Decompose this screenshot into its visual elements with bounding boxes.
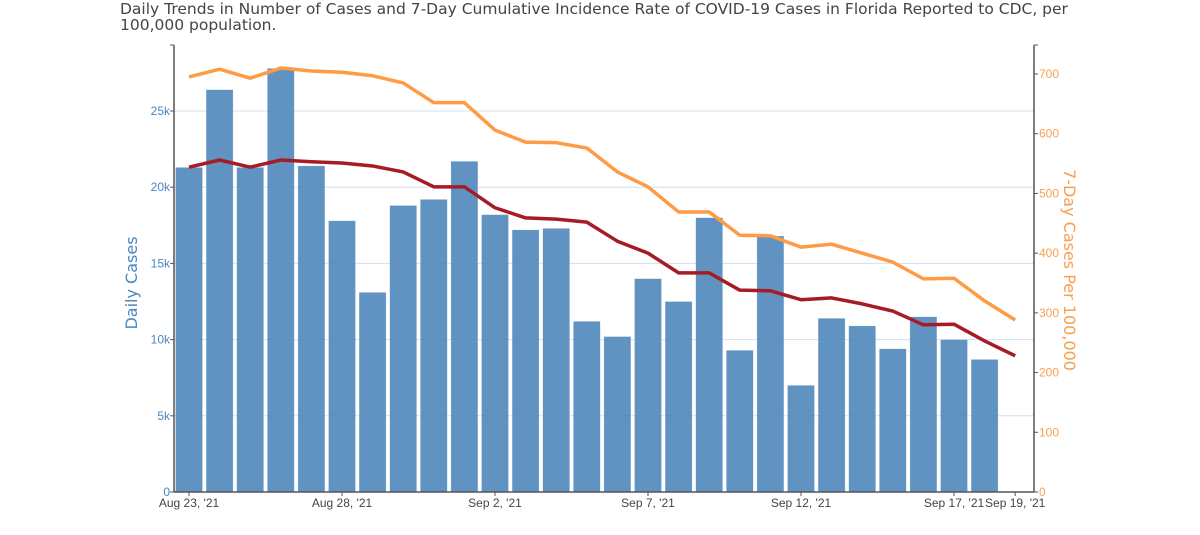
x-tick-label: Aug 28, '21 — [312, 496, 373, 510]
axes: 0 5k 10k 15k 20k 25k 0 100 200 300 400 500 600 700 Aug… — [151, 44, 1059, 510]
bar — [542, 228, 570, 493]
bar — [695, 217, 723, 493]
bar — [481, 214, 509, 493]
y-tick-label: 5k — [157, 409, 171, 423]
bar — [267, 68, 295, 493]
x-tick-label: Sep 12, '21 — [771, 496, 832, 510]
y2-tick-label: 0 — [1039, 485, 1046, 499]
bar — [909, 316, 938, 493]
bar — [970, 359, 999, 493]
bar — [450, 161, 479, 493]
y-tick-label: 0 — [163, 485, 170, 499]
bar — [817, 318, 846, 493]
bar — [940, 339, 968, 493]
line-series — [188, 66, 1017, 358]
x-tick-label: Sep 19, '21 — [985, 496, 1046, 510]
bar — [756, 235, 785, 493]
y2-tick-label: 500 — [1039, 186, 1059, 200]
bar — [848, 325, 876, 493]
x-tick-label: Sep 17, '21 — [924, 496, 985, 510]
bar — [175, 167, 203, 493]
chart-title: Daily Trends in Number of Cases and 7-Da… — [120, 0, 1068, 34]
bar — [879, 348, 907, 493]
bar — [603, 336, 632, 493]
bar — [236, 167, 264, 493]
bar — [726, 350, 754, 493]
x-tick-label: Aug 23, '21 — [159, 496, 220, 510]
bar — [420, 199, 448, 493]
y-tick-label: 15k — [151, 256, 171, 270]
y-tick-label: 20k — [151, 180, 171, 194]
bar — [634, 278, 662, 493]
y2-tick-label: 200 — [1039, 366, 1059, 380]
y2-tick-label: 100 — [1039, 425, 1059, 439]
bar — [328, 220, 356, 493]
bar — [787, 385, 815, 493]
bar — [511, 229, 540, 493]
y-axis-title: Daily Cases — [122, 236, 141, 329]
x-tick-label: Sep 2, '21 — [468, 496, 522, 510]
y2-tick-label: 300 — [1039, 306, 1059, 320]
bar — [297, 165, 326, 493]
y-tick-label: 25k — [151, 104, 171, 118]
bar — [358, 292, 387, 493]
y2-tick-label: 700 — [1039, 67, 1059, 81]
y2-axis-title: 7-Day Cases Per 100,000 — [1060, 169, 1079, 371]
y2-tick-label: 400 — [1039, 246, 1059, 260]
bar — [664, 301, 693, 493]
x-tick-label: Sep 7, '21 — [621, 496, 675, 510]
bar — [205, 89, 234, 493]
bar — [573, 321, 601, 493]
y2-tick-label: 600 — [1039, 127, 1059, 141]
line-red — [188, 158, 1016, 358]
bar — [389, 205, 417, 493]
y-tick-label: 10k — [151, 333, 171, 347]
line-orange — [188, 66, 1017, 322]
bar-series — [175, 68, 999, 493]
